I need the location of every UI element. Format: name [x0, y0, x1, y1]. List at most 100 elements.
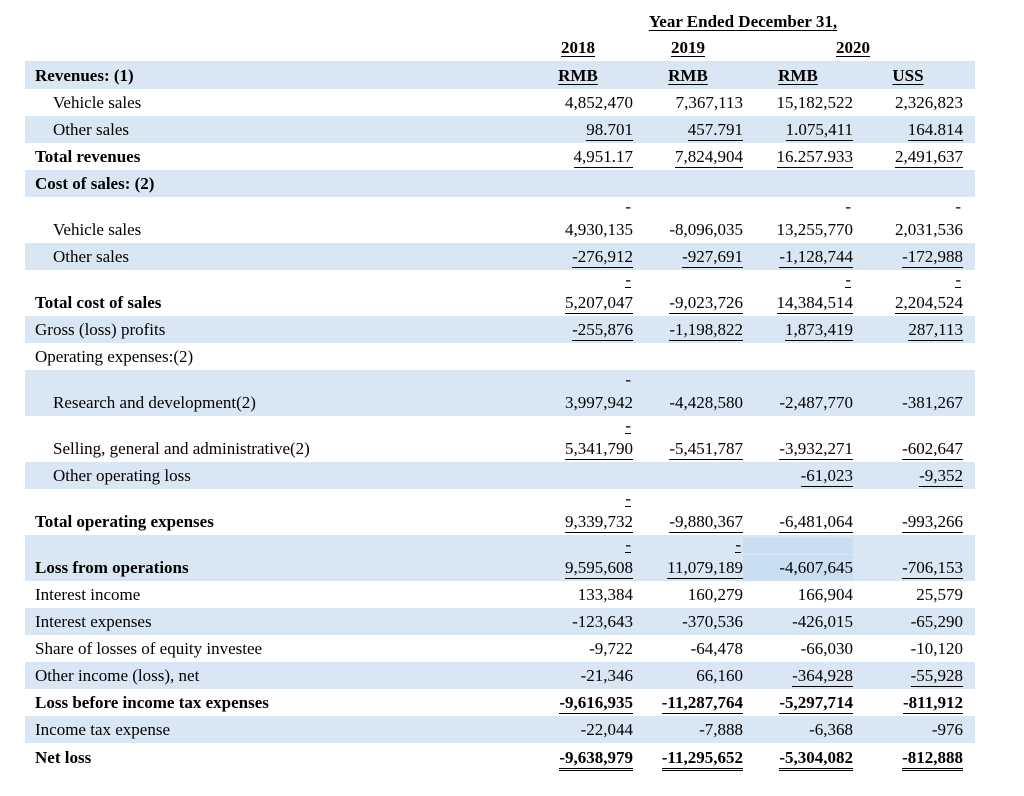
wrapped-sign-cell: [743, 419, 853, 435]
wrapped-sign-line: -: [25, 489, 975, 508]
cell-value: 1,873,419: [743, 317, 853, 343]
value: 15,182,522: [776, 93, 854, 112]
wrapped-sign-cell: [853, 538, 963, 554]
value: 1.075,411: [785, 120, 853, 141]
wrapped-sign-line: --: [25, 535, 975, 554]
value: -11,295,652: [661, 748, 743, 771]
cell-value: -5,297,714: [743, 690, 853, 716]
value: -5,451,787: [669, 439, 743, 460]
value: -66,030: [800, 639, 853, 658]
wrapped-sign-cell: -: [523, 371, 633, 389]
cell-value: 5,341,790: [523, 436, 633, 462]
table-row: Other sales -276,912 -927,691 -1,128,744 -17…: [25, 243, 975, 270]
value: -276,912: [572, 247, 633, 268]
cell-value: -64,478: [633, 636, 743, 662]
cell-value: -276,912: [523, 244, 633, 270]
row-label-spacer: [25, 419, 523, 435]
wrapped-sign-cell: [633, 273, 743, 289]
cell-value: 5,207,047: [523, 290, 633, 316]
cell-value: -7,888: [633, 717, 743, 743]
wrapped-sign-cell: -: [523, 197, 633, 216]
row-label: Other operating loss: [53, 466, 191, 485]
cell-value: 7,824,904: [633, 144, 743, 170]
end-pad: [963, 538, 975, 554]
cell-value: 66,160: [633, 663, 743, 689]
table-rows: Vehicle sales 4,852,470 7,367,113 15,182,52…: [25, 89, 975, 771]
unit-cell: RMB: [743, 62, 853, 89]
cell-value: 457.791: [633, 117, 743, 143]
row-value-line: Interest expenses -123,643 -370,536 -426,01…: [25, 608, 975, 635]
wrapped-minus: -: [955, 197, 961, 216]
row-value-line: Other sales 98.701 457.791 1.075,411 164.814: [25, 116, 975, 143]
wrapped-sign-cell: -: [523, 535, 633, 554]
wrapped-minus-underlined: -: [955, 270, 961, 289]
unit-label: USS: [892, 66, 924, 85]
cell-value: -6,368: [743, 717, 853, 743]
row-value-line: Vehicle sales 4,930,135 -8,096,035 13,255,7…: [25, 216, 975, 243]
cell-value: -172,988: [853, 244, 963, 270]
cell-value: -2,487,770: [743, 390, 853, 416]
cell-value: -8,096,035: [633, 217, 743, 243]
value: 164.814: [907, 120, 963, 141]
period-title: Year Ended December 31,: [648, 12, 838, 31]
table-row: Share of losses of equity investee -9,722…: [25, 635, 975, 662]
cell-value: 164.814: [853, 117, 963, 143]
unit-label: RMB: [778, 66, 818, 85]
cell-value: 2,204,524: [853, 290, 963, 316]
row-label: Other sales: [53, 120, 130, 139]
table-row: Other sales 98.701 457.791 1.075,411 164.814: [25, 116, 975, 143]
wrapped-minus-underlined: -: [625, 535, 631, 554]
row-value-line: Other sales -276,912 -927,691 -1,128,744 -17…: [25, 243, 975, 270]
row-label: Other sales: [53, 247, 130, 266]
cell-value: -55,928: [853, 663, 963, 689]
value: 11,079,189: [667, 558, 743, 579]
value: -7,888: [699, 720, 743, 739]
cell-value: -4,607,645: [743, 555, 853, 581]
cell-value: 11,079,189: [633, 555, 743, 581]
row-value-line: Vehicle sales 4,852,470 7,367,113 15,182,52…: [25, 89, 975, 116]
table-row: Interest income 133,384 160,279 166,904 25,5…: [25, 581, 975, 608]
value: -993,266: [902, 512, 963, 533]
cell-value: 4,951.17: [523, 144, 633, 170]
row-label: Interest expenses: [35, 612, 152, 631]
value: 160,279: [687, 585, 743, 604]
row-label: Interest income: [35, 585, 141, 604]
cell-value: -9,023,726: [633, 290, 743, 316]
cell-value: -426,015: [743, 609, 853, 635]
value: 14,384,514: [776, 293, 853, 314]
value: -9,722: [589, 639, 633, 658]
row-label: Selling, general and administrative(2): [53, 439, 310, 458]
value: 66,160: [696, 666, 743, 685]
wrapped-minus: -: [625, 197, 631, 216]
cell-value: -3,932,271: [743, 436, 853, 462]
table-row: Operating expenses:(2): [25, 343, 975, 370]
cell-value: -21,346: [523, 663, 633, 689]
value: -11,287,764: [661, 693, 743, 714]
cell-value: 2,491,637: [853, 144, 963, 170]
wrapped-sign-cell: -: [743, 198, 853, 216]
value: -811,912: [903, 693, 963, 714]
row-label: Share of losses of equity investee: [35, 639, 263, 658]
value: -4,428,580: [669, 393, 743, 412]
value: 98.701: [586, 120, 633, 141]
table-row: Net loss -9,638,979 -11,295,652 -5,304,082 -…: [25, 743, 975, 771]
table-row: Interest expenses -123,643 -370,536 -426,01…: [25, 608, 975, 635]
cell-value: -10,120: [853, 636, 963, 662]
value: 3,997,942: [565, 393, 633, 412]
cell-value: 4,930,135: [523, 217, 633, 243]
value: -1,128,744: [779, 247, 853, 268]
cell-value: -812,888: [853, 744, 963, 771]
row-value-line: Total operating expenses 9,339,732 -9,880,…: [25, 508, 975, 535]
wrapped-minus-underlined: -: [625, 489, 631, 508]
table-header-years-row: 2018 2019 2020: [25, 34, 975, 61]
cell-value: 166,904: [743, 582, 853, 608]
value: -9,023,726: [669, 293, 743, 314]
row-value-line: Interest income 133,384 160,279 166,904 25,5…: [25, 581, 975, 608]
value: 7,367,113: [675, 93, 743, 112]
value: -1,198,822: [669, 320, 743, 341]
cell-value: -364,928: [743, 663, 853, 689]
value: -6,481,064: [779, 512, 853, 533]
wrapped-minus-underlined: -: [735, 535, 741, 554]
wrapped-sign-line: -: [25, 417, 975, 435]
value: 2,031,536: [895, 220, 963, 239]
